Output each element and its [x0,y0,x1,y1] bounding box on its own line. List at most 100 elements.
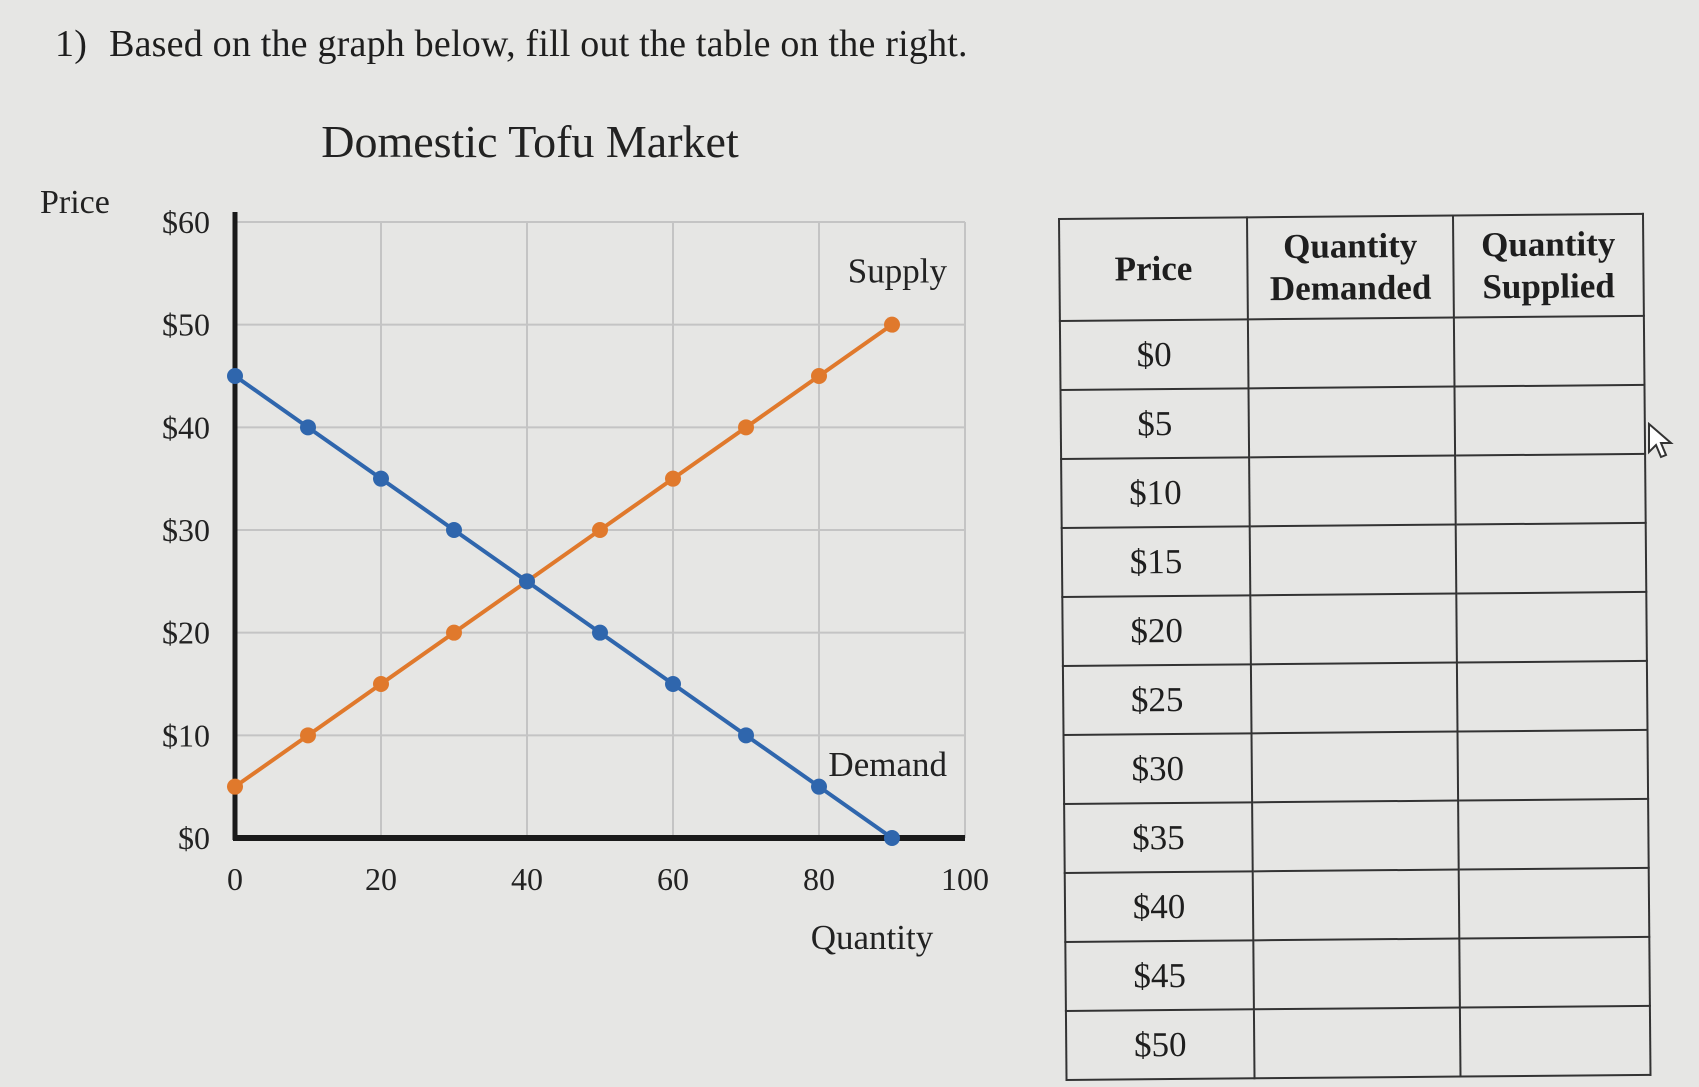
table-row: $45 [1065,936,1650,1011]
supply-point [373,676,389,692]
supply-point [446,624,462,641]
chart-series: Supply Demand [227,252,947,846]
chart-tick-labels: 0 20 40 60 80 100 $60 $50 $40 $30 $20 $10 $0 [162,204,989,897]
x-tick-label: 20 [365,861,397,897]
price-cell: $35 [1064,802,1253,873]
y-tick-label: $0 [178,820,210,856]
demand-point [884,830,900,846]
x-axis-label: Quantity [811,918,934,957]
quantity-demanded-cell[interactable] [1253,1007,1461,1079]
chart-title: Domestic Tofu Market [321,116,739,167]
question-text: Based on the graph below, fill out the t… [109,23,968,65]
y-tick-label: $10 [162,717,210,753]
chart-gridlines [235,221,966,838]
demand-point [227,368,243,384]
x-tick-label: 100 [941,861,989,897]
price-cell: $50 [1065,1009,1255,1080]
x-tick-label: 40 [511,861,543,897]
table-row: $10 [1061,453,1646,528]
header-qs-line1: Quantity [1480,224,1616,265]
quantity-supplied-cell[interactable] [1458,798,1649,870]
quantity-demanded-cell[interactable] [1251,731,1459,803]
table-row: $15 [1061,522,1647,597]
table-header-price: Price [1059,217,1248,321]
quantity-supplied-cell[interactable] [1458,867,1650,939]
price-cell: $10 [1061,457,1250,528]
price-cell: $0 [1059,319,1249,390]
table-header-quantity-supplied: Quantity Supplied [1452,213,1644,318]
table-row: $25 [1062,660,1648,735]
demand-label: Demand [828,745,947,784]
price-cell: $5 [1060,388,1250,459]
header-qs-line2: Supplied [1482,266,1615,307]
quantity-demanded-cell[interactable] [1250,662,1458,734]
y-tick-label: $50 [162,307,210,343]
x-tick-label: 0 [227,861,243,897]
quantity-supplied-cell[interactable] [1455,453,1646,525]
supply-line [233,323,894,789]
quantity-demanded-cell[interactable] [1249,455,1456,527]
quantity-supplied-cell[interactable] [1454,384,1646,456]
quantity-demanded-cell[interactable] [1252,869,1460,941]
quantity-demanded-cell[interactable] [1248,386,1456,458]
demand-point [300,419,316,436]
table-row: $30 [1063,729,1649,804]
tofu-market-chart: Domestic Tofu Market Price Quantity 0 20 4… [40,116,989,957]
demand-point [446,522,462,538]
price-cell: $45 [1065,940,1254,1011]
mouse-pointer-icon [1648,422,1674,459]
quantity-demanded-cell[interactable] [1253,938,1460,1010]
quantity-supplied-cell[interactable] [1455,522,1647,594]
supply-point [884,316,900,333]
question-prompt: 1) Based on the graph below, fill out the… [55,22,968,66]
x-tick-label: 60 [657,861,689,897]
quantity-demanded-cell[interactable] [1249,524,1457,596]
quantity-supplied-cell[interactable] [1459,1005,1651,1077]
supply-label: Supply [848,252,948,291]
table-row: $35 [1064,798,1649,873]
header-qd-line2: Demanded [1269,267,1432,309]
supply-point [227,778,243,795]
question-number: 1) [55,23,88,65]
demand-point [592,624,608,641]
header-qd-line1: Quantity [1282,225,1418,267]
demand-point [811,778,827,795]
y-tick-label: $40 [162,409,210,445]
price-cell: $30 [1063,733,1253,804]
quantity-supplied-cell[interactable] [1456,660,1648,732]
quantity-demanded-cell[interactable] [1250,593,1457,665]
supply-point [738,419,754,436]
price-cell: $40 [1064,871,1254,942]
chart-axes [232,212,965,841]
table-row: $20 [1062,591,1647,666]
supply-point [300,727,316,744]
demand-point [738,727,754,744]
quantity-supplied-cell[interactable] [1457,729,1649,801]
demand-point [373,470,389,487]
price-cell: $25 [1062,664,1252,735]
y-tick-label: $20 [162,615,210,651]
supply-point [592,522,608,538]
quantity-demanded-cell[interactable] [1247,317,1455,389]
table-row: $40 [1064,867,1650,942]
demand-line [233,374,894,840]
quantity-supplied-cell[interactable] [1453,315,1645,387]
table-row: $5 [1060,384,1646,459]
table-row: $0 [1059,315,1645,390]
table-row: $50 [1065,1005,1651,1080]
price-quantity-table: Price Quantity Demanded Quantity Supplie… [1058,213,1652,1081]
quantity-demanded-cell[interactable] [1252,800,1459,872]
supply-point [665,470,681,487]
y-tick-label: $60 [162,204,210,240]
supply-point [811,368,827,384]
x-tick-label: 80 [803,861,835,897]
table-header-quantity-demanded: Quantity Demanded [1247,215,1454,320]
price-cell: $15 [1061,526,1251,597]
demand-point [665,676,681,692]
table-header-row: Price Quantity Demanded Quantity Supplie… [1059,213,1644,321]
y-axis-label: Price [40,184,110,221]
y-tick-label: $30 [162,512,210,548]
price-cell: $20 [1062,595,1251,666]
quantity-supplied-cell[interactable] [1456,591,1647,663]
quantity-supplied-cell[interactable] [1459,936,1650,1008]
